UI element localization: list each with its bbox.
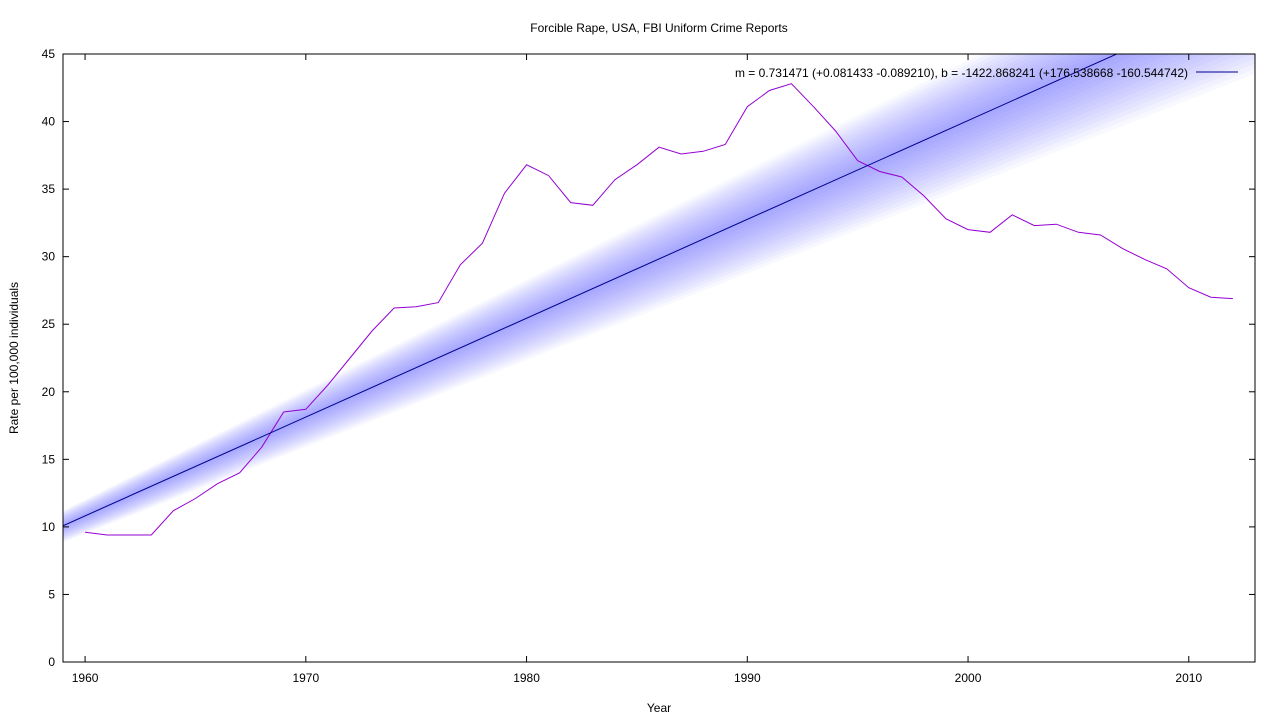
x-tick-label: 1960	[72, 671, 99, 685]
data-series-line	[85, 83, 1233, 536]
confidence-band-layer	[63, 54, 1194, 533]
confidence-band	[63, 54, 1255, 543]
confidence-band-layer	[63, 54, 1217, 536]
confidence-band-layer	[63, 54, 1255, 540]
y-tick-label: 15	[42, 452, 56, 466]
y-tick-label: 5	[48, 587, 55, 601]
legend-label: m = 0.731471 (+0.081433 -0.089210), b = …	[735, 66, 1188, 80]
chart-title: Forcible Rape, USA, FBI Uniform Crime Re…	[530, 21, 787, 35]
x-tick-label: 2000	[955, 671, 982, 685]
y-tick-label: 0	[48, 655, 55, 669]
confidence-band-layer	[63, 54, 1242, 538]
confidence-band-layer	[63, 54, 1149, 529]
confidence-band-layer	[63, 54, 1255, 542]
series-group	[63, 54, 1233, 536]
confidence-band-layer	[63, 54, 1205, 535]
y-tick-label: 35	[42, 182, 56, 196]
fit-line	[63, 54, 1118, 527]
x-tick-label: 1980	[513, 671, 540, 685]
confidence-band-layer	[63, 54, 1128, 527]
legend: m = 0.731471 (+0.081433 -0.089210), b = …	[735, 66, 1238, 80]
y-tick-label: 25	[42, 317, 56, 331]
plot-frame	[62, 53, 1256, 663]
y-tick-label: 10	[42, 520, 56, 534]
confidence-band-layer	[63, 54, 1138, 528]
confidence-band-layer	[63, 54, 1254, 539]
y-tick-label: 20	[42, 385, 56, 399]
x-tick-label: 2010	[1175, 671, 1202, 685]
confidence-band-layer	[63, 54, 1255, 541]
x-axis: 1960 1970 1980 1990 2000 2010	[72, 54, 1202, 685]
y-axis-label: Rate per 100,000 individuals	[7, 282, 21, 434]
y-tick-label: 40	[42, 115, 56, 129]
x-tick-label: 1990	[734, 671, 761, 685]
x-axis-label: Year	[647, 701, 671, 715]
y-tick-label: 30	[42, 250, 56, 264]
confidence-band-layer	[63, 54, 1171, 531]
confidence-band-layer	[63, 54, 1255, 543]
x-tick-label: 1970	[292, 671, 319, 685]
y-axis: 0 5 10 15 20 25 30 35 40 45	[42, 47, 1255, 669]
y-tick-label: 45	[42, 47, 56, 61]
confidence-band-layer	[63, 54, 1229, 537]
confidence-band-layer	[63, 54, 1182, 532]
